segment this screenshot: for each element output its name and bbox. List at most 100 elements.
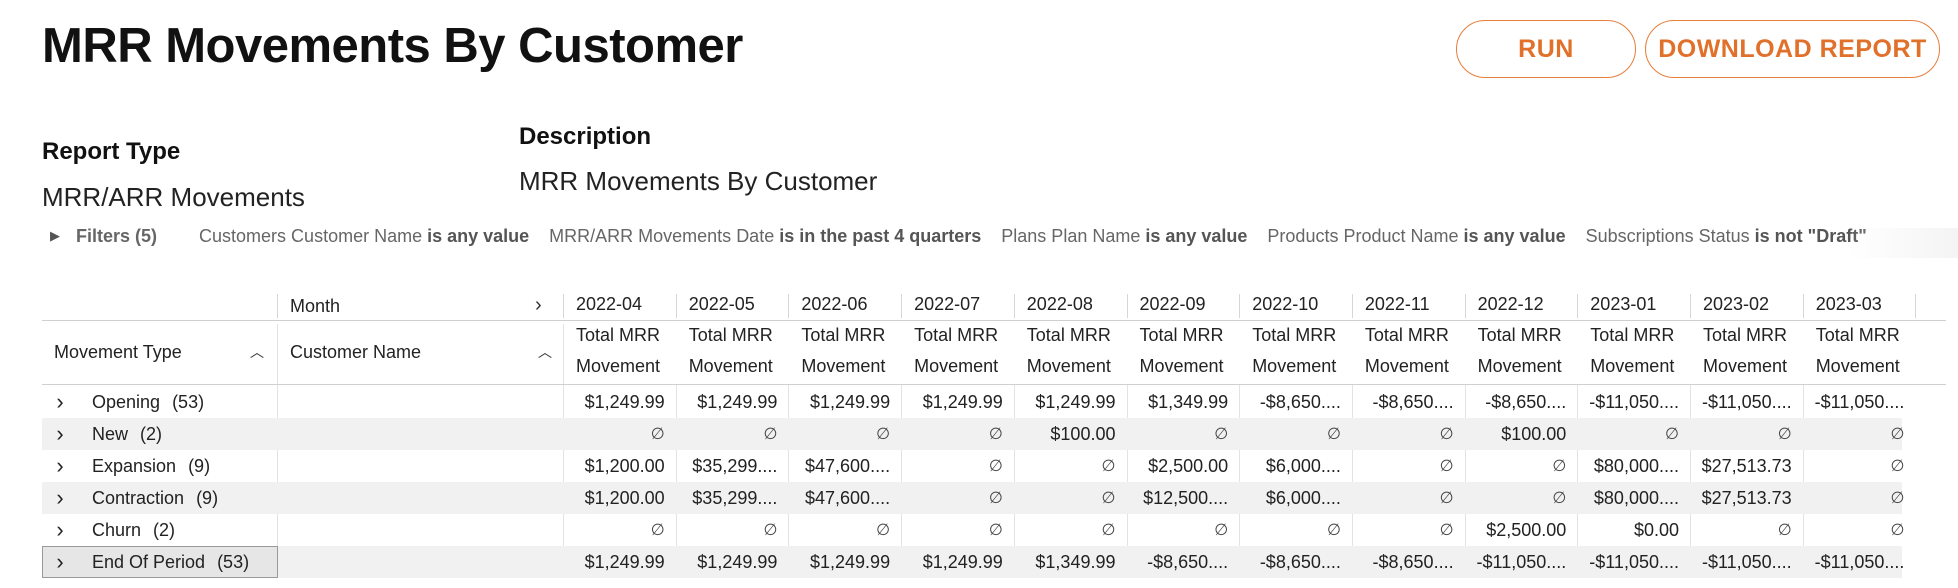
table-cell: $27,513.73 [1701, 487, 1792, 508]
filter-field: Customers Customer Name [199, 225, 428, 246]
movement-type-name: Churn [92, 519, 142, 540]
column-divider [563, 384, 564, 576]
filter-chip[interactable]: Products Product Name is any value [1267, 226, 1565, 247]
table-row-label[interactable]: › Expansion (9) [42, 450, 210, 482]
table-cell: $1,249.99 [922, 551, 1003, 572]
movement-type-count: (53) [172, 391, 205, 412]
table-cell: ∅ [1777, 426, 1792, 443]
table-cell: $27,513.73 [1701, 455, 1792, 476]
month-header: 2022-09 [1139, 294, 1206, 314]
filters-toggle[interactable]: ▶ Filters (5) [42, 226, 157, 247]
month-header: 2022-07 [914, 294, 981, 314]
table-row-label[interactable]: › End Of Period (53) [42, 546, 249, 578]
column-divider [277, 324, 278, 576]
filter-chip[interactable]: Plans Plan Name is any value [1001, 226, 1247, 247]
table-row-label[interactable]: › Contraction (9) [42, 482, 218, 514]
chevron-right-icon[interactable]: › [56, 549, 64, 574]
table-cell: ∅ [988, 490, 1003, 507]
filter-operator: is any value [427, 225, 530, 246]
movement-type-header[interactable]: Movement Type [54, 342, 182, 362]
chevron-up-icon[interactable]: ︿ [538, 344, 552, 360]
column-divider [1464, 384, 1466, 576]
table-cell: ∅ [1890, 522, 1905, 539]
filter-chip[interactable]: MRR/ARR Movements Date is in the past 4 … [549, 226, 981, 247]
chevron-right-icon: ▶ [50, 228, 60, 243]
column-divider [1464, 294, 1466, 318]
movement-type-count: (2) [140, 423, 163, 444]
filter-operator: is not "Draft" [1754, 225, 1867, 246]
filter-field: MRR/ARR Movements Date [549, 225, 780, 246]
table-cell: $1,249.99 [810, 551, 891, 572]
filter-chip[interactable]: Customers Customer Name is any value [199, 226, 529, 247]
table-cell: ∅ [650, 522, 665, 539]
column-divider [901, 294, 903, 318]
column-divider [1351, 294, 1353, 318]
chevron-right-icon[interactable]: › [56, 517, 64, 542]
table-cell: ∅ [1101, 458, 1116, 475]
table-cell: $35,299.... [692, 455, 778, 476]
table-cell: $100.00 [1050, 423, 1116, 444]
table-cell: $100.00 [1501, 423, 1567, 444]
table-cell: ∅ [763, 426, 778, 443]
column-divider [1690, 384, 1691, 576]
table-row-label[interactable]: › New (2) [42, 418, 162, 450]
measure-header: Total MRR Movement [688, 325, 773, 376]
filter-chip[interactable]: Subscriptions Status is not "Draft" [1586, 226, 1867, 247]
table-cell: -$11,050.... [1701, 551, 1792, 572]
chevron-right-icon[interactable]: › [56, 421, 64, 446]
table-cell: $80,000.... [1593, 455, 1679, 476]
table-cell: -$8,650.... [1147, 551, 1229, 572]
movement-type-count: (9) [196, 487, 219, 508]
table-row-label[interactable]: › Opening (53) [42, 386, 204, 418]
table-cell: -$11,050.... [1589, 391, 1679, 412]
table-cell: ∅ [1439, 490, 1454, 507]
table-cell: ∅ [1439, 426, 1454, 443]
table-cell: $2,500.00 [1148, 455, 1229, 476]
table-cell: $47,600.... [805, 455, 891, 476]
table-row-label[interactable]: › Churn (2) [42, 514, 175, 546]
table-cell: -$8,650.... [1259, 391, 1341, 412]
table-cell: $1,200.00 [584, 455, 665, 476]
filter-field: Products Product Name [1267, 225, 1464, 246]
movement-type-name: Expansion [92, 455, 177, 476]
measure-header: Total MRR Movement [1703, 325, 1788, 376]
column-divider [1915, 294, 1917, 318]
column-divider [675, 294, 677, 318]
customer-name-header[interactable]: Customer Name [290, 342, 422, 362]
month-header: 2022-12 [1477, 294, 1544, 314]
table-cell: $1,249.99 [584, 551, 665, 572]
column-divider [1351, 384, 1353, 576]
table-cell: ∅ [763, 522, 778, 539]
run-button[interactable]: RUN [1456, 20, 1636, 78]
pivot-month-label: Month [290, 296, 341, 316]
column-divider [675, 384, 677, 576]
chevron-right-icon[interactable]: › [535, 294, 542, 316]
month-header: 2022-05 [688, 294, 755, 314]
column-divider [1126, 294, 1128, 318]
column-divider [563, 294, 564, 318]
month-header: 2022-11 [1364, 294, 1430, 314]
table-cell: $0.00 [1633, 519, 1679, 540]
table-cell: $1,349.99 [1035, 551, 1116, 572]
table-cell: ∅ [1439, 458, 1454, 475]
download-report-button[interactable]: DOWNLOAD REPORT [1645, 20, 1940, 78]
chevron-right-icon[interactable]: › [56, 453, 64, 478]
chevron-right-icon[interactable]: › [56, 389, 64, 414]
filter-bar: ▶ Filters (5) Customers Customer Name is… [42, 222, 1947, 250]
chevron-right-icon[interactable]: › [56, 485, 64, 510]
measure-header: Total MRR Movement [1026, 325, 1111, 376]
measure-header: Total MRR Movement [576, 325, 661, 376]
header-divider [42, 320, 1946, 321]
measure-header: Total MRR Movement [801, 325, 886, 376]
report-type-value: MRR/ARR Movements [42, 182, 305, 212]
table-cell: $1,249.99 [810, 391, 891, 412]
chevron-up-icon[interactable]: ︿ [250, 344, 264, 360]
column-divider [1013, 384, 1015, 576]
table-cell: ∅ [1214, 522, 1229, 539]
table-cell: ∅ [876, 426, 891, 443]
table-cell: ∅ [1890, 490, 1905, 507]
table-cell: $1,249.99 [697, 391, 778, 412]
table-cell: ∅ [988, 522, 1003, 539]
table-cell: ∅ [1214, 426, 1229, 443]
table-cell: ∅ [1552, 490, 1567, 507]
